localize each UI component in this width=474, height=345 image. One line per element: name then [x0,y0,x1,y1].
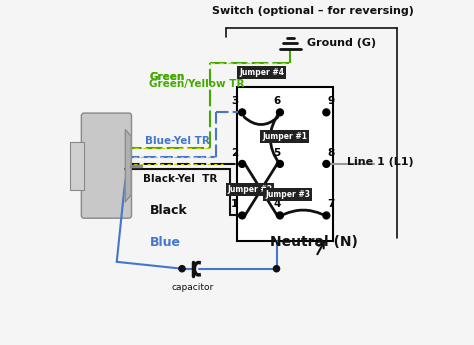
Text: Black-Yel  TR: Black-Yel TR [143,174,217,184]
Bar [70,141,84,190]
Text: 3: 3 [231,96,238,106]
Circle shape [276,160,283,167]
Circle shape [323,109,330,116]
Text: Jumper #1: Jumper #1 [262,132,307,141]
Text: Black: Black [149,205,187,217]
Circle shape [323,160,330,167]
Polygon shape [125,130,131,202]
Text: 8: 8 [327,148,335,158]
Circle shape [179,266,185,272]
Text: Jumper #4: Jumper #4 [239,68,284,77]
Text: Line 1 (L1): Line 1 (L1) [347,157,414,167]
Text: 5: 5 [273,148,281,158]
Text: 4: 4 [273,199,281,209]
Text: 9: 9 [327,96,334,106]
Text: Green/Yellow TR: Green/Yellow TR [149,79,245,89]
Circle shape [276,212,283,219]
Text: Green: Green [149,72,185,82]
Text: Green: Green [149,72,185,82]
Circle shape [323,212,330,219]
FancyBboxPatch shape [82,113,131,218]
Text: 6: 6 [273,96,281,106]
Text: Blue-Yel TR: Blue-Yel TR [145,136,210,146]
Text: 2: 2 [231,148,238,158]
Text: Jumper #3: Jumper #3 [265,190,310,199]
Text: Jumper #2: Jumper #2 [228,185,273,194]
Circle shape [239,160,246,167]
Text: capacitor: capacitor [171,283,213,292]
Text: Ground (G): Ground (G) [307,38,376,48]
Text: Switch (optional – for reversing): Switch (optional – for reversing) [212,7,413,17]
Circle shape [276,109,283,116]
Circle shape [273,266,280,272]
Circle shape [239,212,246,219]
Text: 1: 1 [231,199,238,209]
Text: Neutral (N): Neutral (N) [270,235,357,249]
Circle shape [239,109,246,116]
Text: Blue: Blue [149,236,181,249]
Bar [237,87,333,241]
Text: 7: 7 [327,199,335,209]
